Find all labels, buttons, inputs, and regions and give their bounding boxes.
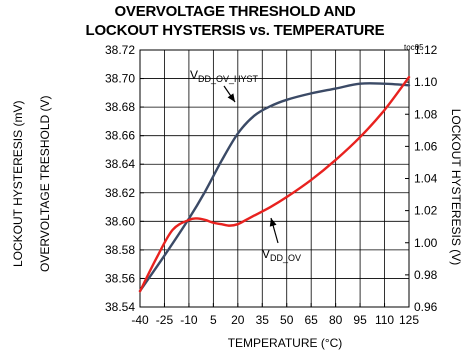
plot-frame	[139, 49, 410, 308]
y-axis-label-right: LOCKOUT HYSTERESIS (V)	[449, 108, 463, 266]
series-label-ov-sub: DD_OV	[270, 253, 301, 263]
y-left-tick-label: 38.62	[105, 186, 135, 200]
y-right-tick-label: 0.98	[414, 268, 438, 282]
x-axis-label: TEMPERATURE (°C)	[227, 336, 343, 350]
y-right-tick-label: 1.04	[414, 172, 438, 186]
y-right-tick-label: 1.08	[414, 107, 438, 121]
series-label-ov: VDD_OV	[262, 247, 301, 263]
y-axis-label-left-outer: LOCKOUT HYSTERESIS (mV)	[11, 100, 25, 267]
y-left-tick-labels: 38.72 38.70 38.68 38.66 38.64 38.62 38.60 38.58…	[105, 43, 135, 314]
x-tick-label: -40	[131, 313, 149, 327]
y-left-tick-label: 38.60	[105, 214, 135, 228]
series-lines	[138, 75, 411, 293]
y-left-tick-label: 38.70	[105, 72, 135, 86]
ov-label-arrowhead	[269, 218, 277, 227]
figure-code: toc05	[404, 43, 424, 52]
y-left-tick-label: 38.56	[105, 271, 135, 285]
x-tick-label: 50	[280, 313, 294, 327]
y-left-tick-label: 38.72	[105, 43, 135, 57]
x-tick-labels: -40 -25 -10 5 20 35 50 65 80 95 110 125	[131, 313, 419, 327]
y-right-tick-labels: 1.12 1.10 1.08 1.06 1.04 1.02 1.00 0.98 0.96	[414, 43, 438, 314]
series-label-hyst: VDD_OV_HYST	[190, 68, 259, 84]
tick-marks	[139, 49, 410, 308]
chart-title-line1: OVERVOLTAGE THRESHOLD AND	[114, 3, 356, 20]
x-tick-label: 80	[329, 313, 343, 327]
y-right-tick-label: 0.96	[414, 300, 438, 314]
chart-title-line2: LOCKOUT HYSTERSIS vs. TEMPERATURE	[85, 22, 385, 39]
y-right-tick-label: 1.10	[414, 75, 438, 89]
series-label-hyst-main: V	[190, 68, 198, 82]
x-tick-label: -25	[156, 313, 174, 327]
grid	[140, 50, 409, 307]
series-label-hyst-sub: DD_OV_HYST	[198, 74, 259, 84]
y-left-tick-label: 38.64	[105, 157, 135, 171]
x-tick-label: 65	[305, 313, 319, 327]
y-left-tick-label: 38.68	[105, 100, 135, 114]
x-tick-label: 95	[353, 313, 367, 327]
y-right-tick-label: 1.06	[414, 139, 438, 153]
x-tick-label: 35	[256, 313, 270, 327]
series-label-ov-main: V	[262, 247, 270, 261]
y-right-tick-label: 1.02	[414, 204, 438, 218]
x-tick-label: 125	[399, 313, 419, 327]
series-line-vdd-ov	[138, 75, 411, 293]
series-line-vdd-ov-hyst	[138, 82, 411, 293]
y-axis-label-left-inner: OVERVOLTAGE TRESHOLD (V)	[38, 95, 52, 272]
y-left-tick-label: 38.58	[105, 243, 135, 257]
y-right-tick-label: 1.00	[414, 236, 438, 250]
y-right-tick-label: 1.12	[414, 43, 438, 57]
x-tick-label: -10	[180, 313, 198, 327]
annotations: VDD_OV_HYST VDD_OV	[190, 68, 301, 263]
y-left-tick-label: 38.54	[105, 300, 135, 314]
x-tick-label: 5	[210, 313, 217, 327]
x-tick-label: 20	[231, 313, 245, 327]
hyst-label-arrowhead	[227, 93, 235, 102]
x-tick-label: 110	[375, 313, 394, 327]
y-left-tick-label: 38.66	[105, 129, 135, 143]
